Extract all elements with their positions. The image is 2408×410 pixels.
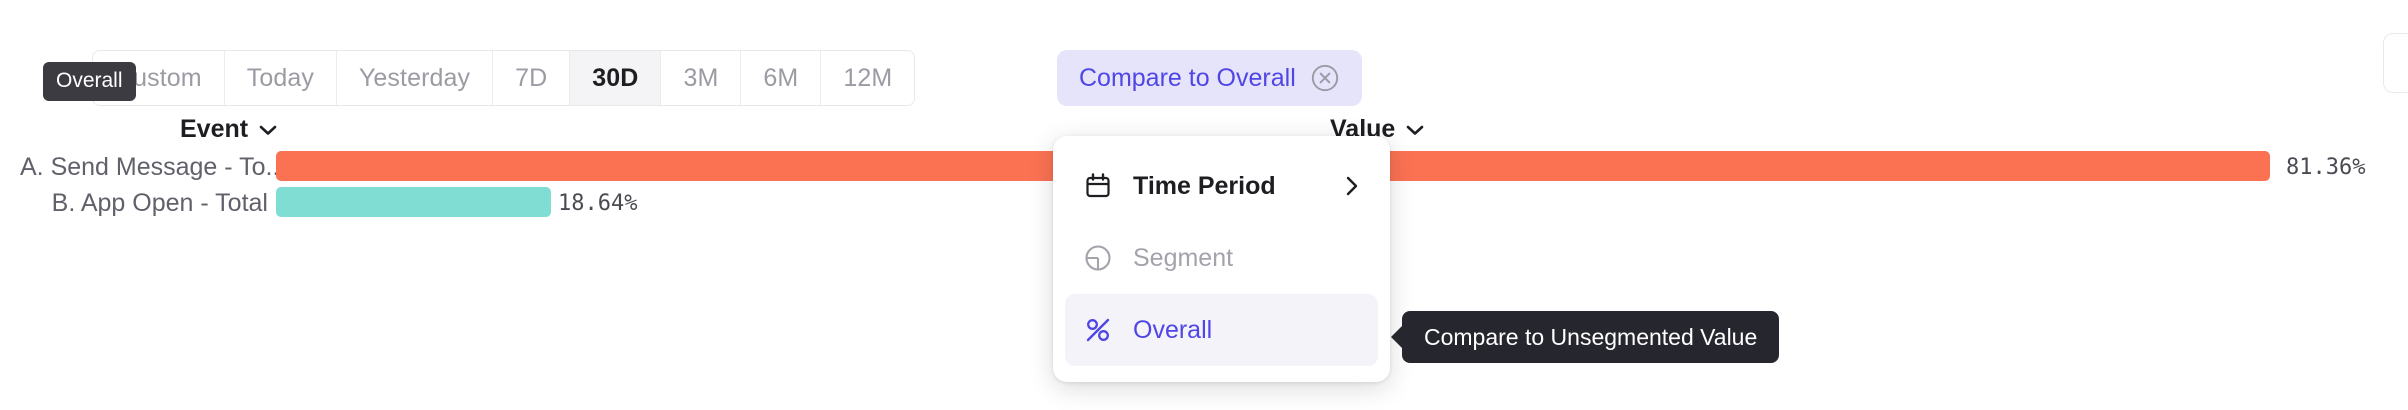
menu-item-overall[interactable]: Overall <box>1065 294 1378 366</box>
tooltip-overall: Overall <box>43 62 136 101</box>
range-option-12m[interactable]: 12M <box>821 51 915 105</box>
column-header-event[interactable]: Event <box>180 115 278 144</box>
range-option-6m[interactable]: 6M <box>741 51 822 105</box>
right-panel-edge <box>2383 33 2408 93</box>
tooltip-arrow <box>1391 325 1403 349</box>
menu-item-label: Overall <box>1133 315 1213 344</box>
tooltip-compare-to-unsegmented-value: Compare to Unsegmented Value <box>1391 311 1780 363</box>
segment-icon <box>1085 245 1111 271</box>
chevron-right-icon <box>1346 176 1358 196</box>
range-option-30d[interactable]: 30D <box>570 51 662 105</box>
compare-chip-label: Compare to Overall <box>1079 63 1296 92</box>
menu-item-label: Segment <box>1133 243 1234 272</box>
bar-row[interactable] <box>276 187 551 217</box>
range-option-today[interactable]: Today <box>224 51 337 105</box>
menu-item-time-period[interactable]: Time Period <box>1065 150 1378 222</box>
bar-value-label: 81.36% <box>2286 155 2366 180</box>
bar-row-label: B. App Open - Total <box>51 189 268 217</box>
chevron-down-icon <box>259 125 277 135</box>
range-option-yesterday[interactable]: Yesterday <box>336 51 494 105</box>
range-option-3m[interactable]: 3M <box>661 51 742 105</box>
tooltip-text: Compare to Unsegmented Value <box>1424 323 1758 350</box>
close-circle-icon[interactable] <box>1310 63 1340 93</box>
compare-dropdown-menu: Time Period Segment Overall <box>1053 136 1390 382</box>
menu-item-label: Time Period <box>1133 171 1276 200</box>
bar-row-label: A. Send Message - To... <box>20 153 287 181</box>
percent-icon <box>1086 318 1110 342</box>
range-option-7d[interactable]: 7D <box>493 51 571 105</box>
bar-value-label: 18.64% <box>558 191 638 216</box>
column-header-event-label: Event <box>180 115 249 143</box>
chevron-down-icon <box>1407 125 1424 135</box>
calendar-icon <box>1086 173 1110 198</box>
time-range-group: Custom Today Yesterday 7D 30D 3M 6M 12M <box>92 50 916 106</box>
compare-to-overall-chip[interactable]: Compare to Overall <box>1057 50 1362 106</box>
menu-item-segment[interactable]: Segment <box>1065 222 1378 294</box>
